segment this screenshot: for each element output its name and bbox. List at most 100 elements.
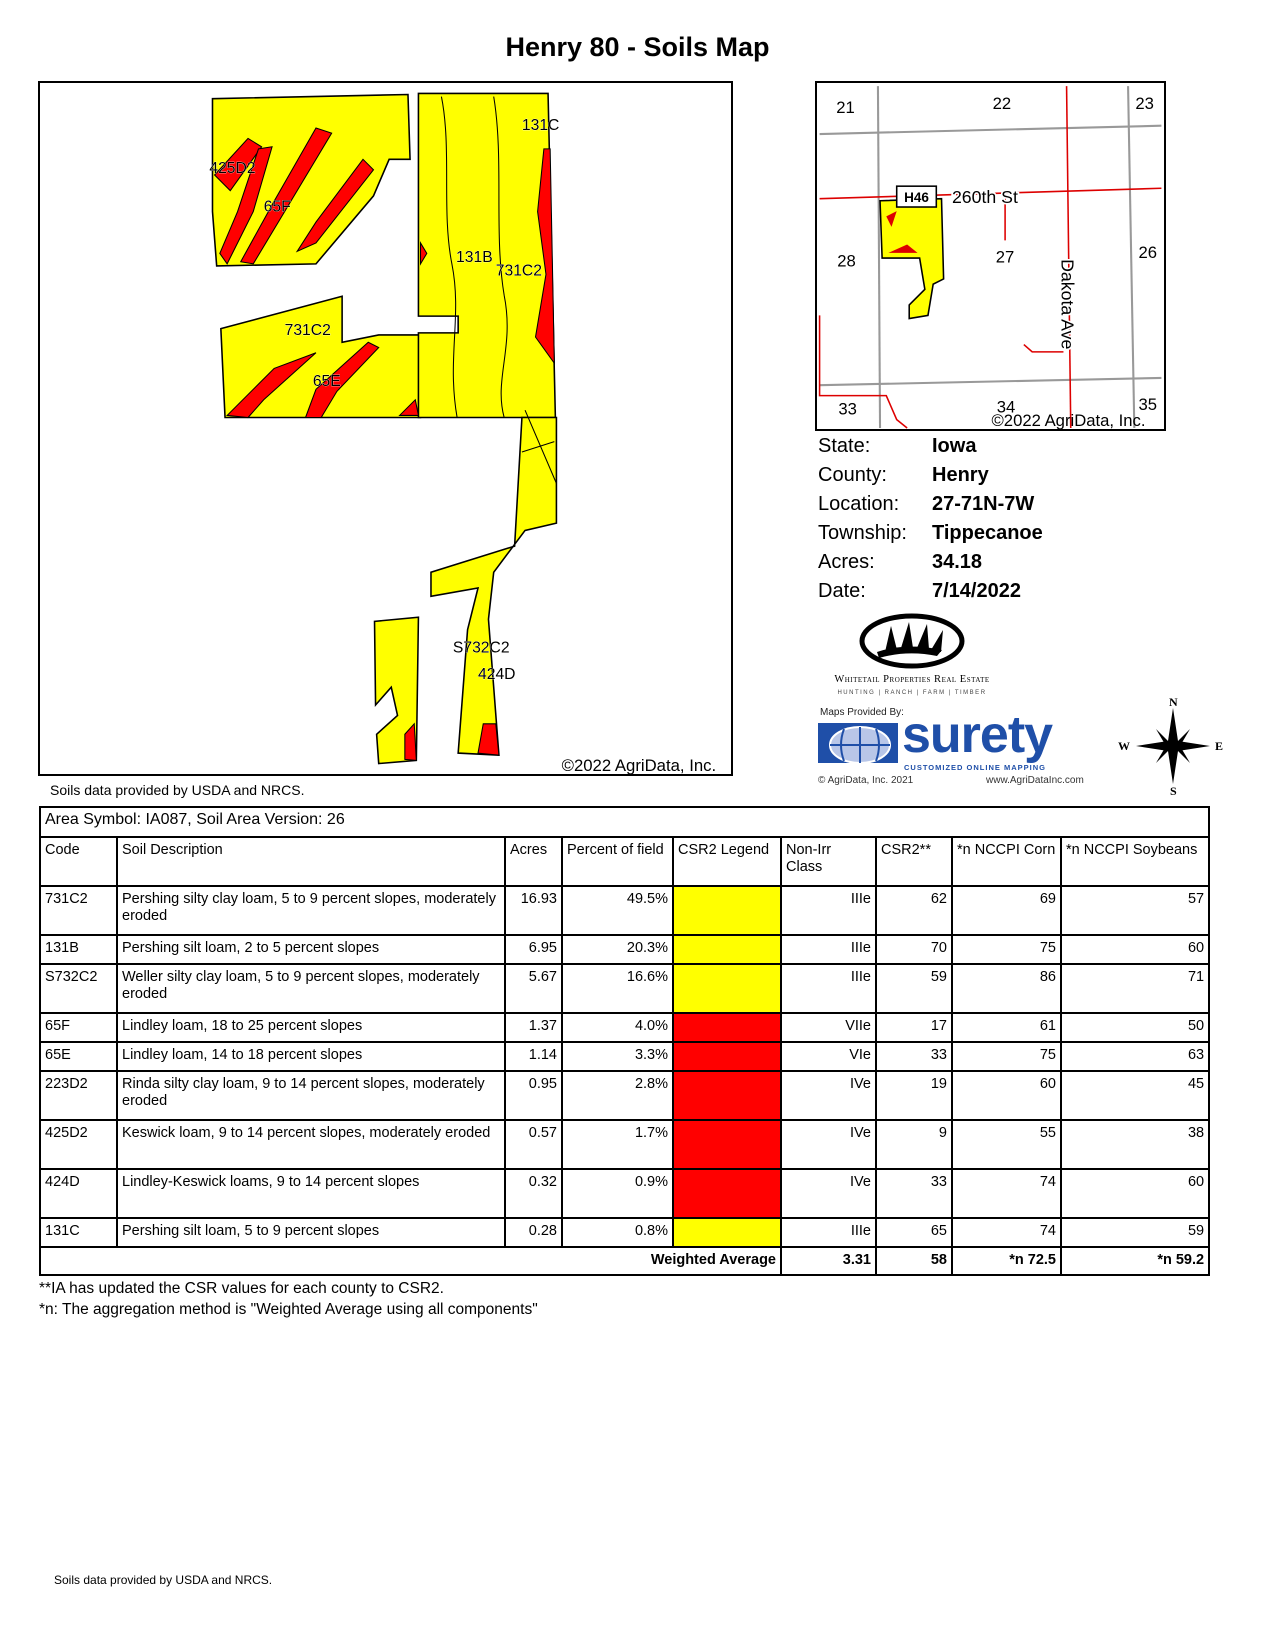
table-row: S732C2 Weller silty clay loam, 5 to 9 per… xyxy=(39,963,1211,1014)
cell-pct: 3.3% xyxy=(561,1041,674,1072)
cell-soy: 57 xyxy=(1059,885,1211,936)
road-badge: H46 xyxy=(904,190,929,205)
csr2-legend-swatch xyxy=(672,1012,782,1043)
cell-corn: 55 xyxy=(951,1119,1062,1170)
cell-code: 131C xyxy=(39,1217,118,1248)
cell-soy: 45 xyxy=(1059,1070,1211,1121)
soil-polygon xyxy=(373,616,420,765)
location-value: 27-71N-7W xyxy=(932,493,1035,515)
cell-pct: 16.6% xyxy=(561,963,674,1014)
cell-desc: Pershing silty clay loam, 5 to 9 percent… xyxy=(116,885,506,936)
cell-soy: 38 xyxy=(1059,1119,1211,1170)
cell-corn: 74 xyxy=(951,1217,1062,1248)
cell-pct: 49.5% xyxy=(561,885,674,936)
section-number: 23 xyxy=(1135,94,1154,113)
table-row: 223D2 Rinda silty clay loam, 9 to 14 perc… xyxy=(39,1070,1211,1121)
date-label: Date: xyxy=(818,580,866,602)
source-note: Soils data provided by USDA and NRCS. xyxy=(50,782,305,798)
page-title: Henry 80 - Soils Map xyxy=(505,32,770,62)
cell-corn: 75 xyxy=(951,1041,1062,1072)
table-row: 65E Lindley loam, 14 to 18 percent slopes… xyxy=(39,1041,1211,1072)
map-label: 424D xyxy=(478,666,515,683)
compass-w: W xyxy=(1118,739,1130,753)
cell-soy: 71 xyxy=(1059,963,1211,1014)
cell-pct: 20.3% xyxy=(561,934,674,965)
column-header: Acres xyxy=(504,836,563,887)
map-label: 65F xyxy=(264,199,291,216)
cell-desc: Rinda silty clay loam, 9 to 14 percent s… xyxy=(116,1070,506,1121)
whitetail-name: Whitetail Properties Real Estate xyxy=(834,674,990,685)
csr2-legend-swatch xyxy=(672,1168,782,1219)
map-label: S732C2 xyxy=(453,640,510,657)
cell-code: 65E xyxy=(39,1041,118,1072)
cell-code: 425D2 xyxy=(39,1119,118,1170)
maps-provided-by: Maps Provided By: xyxy=(820,707,904,718)
cell-soy: 60 xyxy=(1059,934,1211,965)
soil-polygon-red xyxy=(534,148,555,365)
cell-pct: 1.7% xyxy=(561,1119,674,1170)
road-label-dakota: Dakota Ave xyxy=(1057,259,1077,349)
locator-map: H46 260th St Dakota Ave 21 22 23 28 27 2… xyxy=(815,81,1166,431)
surety-logo: Maps Provided By: surety CUSTOMIZED ONLI… xyxy=(818,707,1098,787)
cell-code: 424D xyxy=(39,1168,118,1219)
county-value: Henry xyxy=(932,464,989,486)
cell-cls: VIe xyxy=(780,1041,877,1072)
soils-map-drawing: 425D2 65F 131C 131B 731C2 731C2 65E S732… xyxy=(209,92,716,774)
cell-desc: Lindley loam, 18 to 25 percent slopes xyxy=(116,1012,506,1043)
cell-code: 223D2 xyxy=(39,1070,118,1121)
township-label: Township: xyxy=(818,522,907,544)
section-number: 33 xyxy=(838,399,857,418)
locator-parcel xyxy=(879,197,945,320)
csr2-legend-swatch xyxy=(672,885,782,936)
cell-csr2: 33 xyxy=(875,1168,953,1219)
acres-value: 34.18 xyxy=(932,551,983,573)
compass-n: N xyxy=(1169,696,1178,709)
map-label: 425D2 xyxy=(209,160,255,177)
map-label: 131C xyxy=(522,117,559,134)
property-info: State: Iowa County: Henry Location: 27-7… xyxy=(818,435,1158,605)
soil-polygon-red xyxy=(219,146,273,265)
column-header: *n NCCPI Corn xyxy=(951,836,1062,887)
cell-csr2: 59 xyxy=(875,963,953,1014)
column-header: CSR2** xyxy=(875,836,953,887)
cell-pct: 0.9% xyxy=(561,1168,674,1219)
soil-polygon-red xyxy=(419,241,428,266)
cell-soy: 63 xyxy=(1059,1041,1211,1072)
section-number: 22 xyxy=(993,94,1012,113)
soil-polygon xyxy=(430,416,558,757)
cell-csr2: 62 xyxy=(875,885,953,936)
soil-polygon-red xyxy=(477,723,500,756)
locator-map-drawing: H46 260th St Dakota Ave 21 22 23 28 27 2… xyxy=(818,86,1162,429)
compass-rose: N S W E xyxy=(1118,695,1228,798)
cell-cls: IVe xyxy=(780,1119,877,1170)
table-row: 424D Lindley-Keswick loams, 9 to 14 perce… xyxy=(39,1168,1211,1219)
cell-acres: 16.93 xyxy=(504,885,563,936)
location-label: Location: xyxy=(818,493,900,515)
source-note-bottom: Soils data provided by USDA and NRCS. xyxy=(54,1573,273,1587)
cell-csr2: 70 xyxy=(875,934,953,965)
column-header: Code xyxy=(39,836,118,887)
cell-csr2: 9 xyxy=(875,1119,953,1170)
weighted-average-corn: *n 72.5 xyxy=(951,1246,1062,1276)
cell-csr2: 19 xyxy=(875,1070,953,1121)
table-header-row: Code Soil Description Acres Percent of fiel… xyxy=(39,836,1211,887)
state-value: Iowa xyxy=(932,435,977,457)
weighted-average-label: Weighted Average xyxy=(39,1246,782,1276)
surety-wordmark: surety xyxy=(902,706,1053,764)
cell-cls: IVe xyxy=(780,1070,877,1121)
cell-desc: Lindley-Keswick loams, 9 to 14 percent s… xyxy=(116,1168,506,1219)
area-symbol: Area Symbol: IA087, Soil Area Version: 2… xyxy=(38,806,1211,838)
cell-pct: 4.0% xyxy=(561,1012,674,1043)
footnote-aggregation: *n: The aggregation method is "Weighted … xyxy=(39,1301,538,1318)
cell-code: 65F xyxy=(39,1012,118,1043)
cell-corn: 61 xyxy=(951,1012,1062,1043)
surety-copyright: © AgriData, Inc. 2021 xyxy=(818,775,914,786)
date-value: 7/14/2022 xyxy=(932,580,1021,602)
compass-e: E xyxy=(1215,739,1223,753)
cell-csr2: 33 xyxy=(875,1041,953,1072)
section-number: 27 xyxy=(996,247,1015,266)
cell-code: S732C2 xyxy=(39,963,118,1014)
map-label: 731C2 xyxy=(496,262,542,279)
table-row: 131B Pershing silt loam, 2 to 5 percent s… xyxy=(39,934,1211,965)
cell-desc: Weller silty clay loam, 5 to 9 percent s… xyxy=(116,963,506,1014)
